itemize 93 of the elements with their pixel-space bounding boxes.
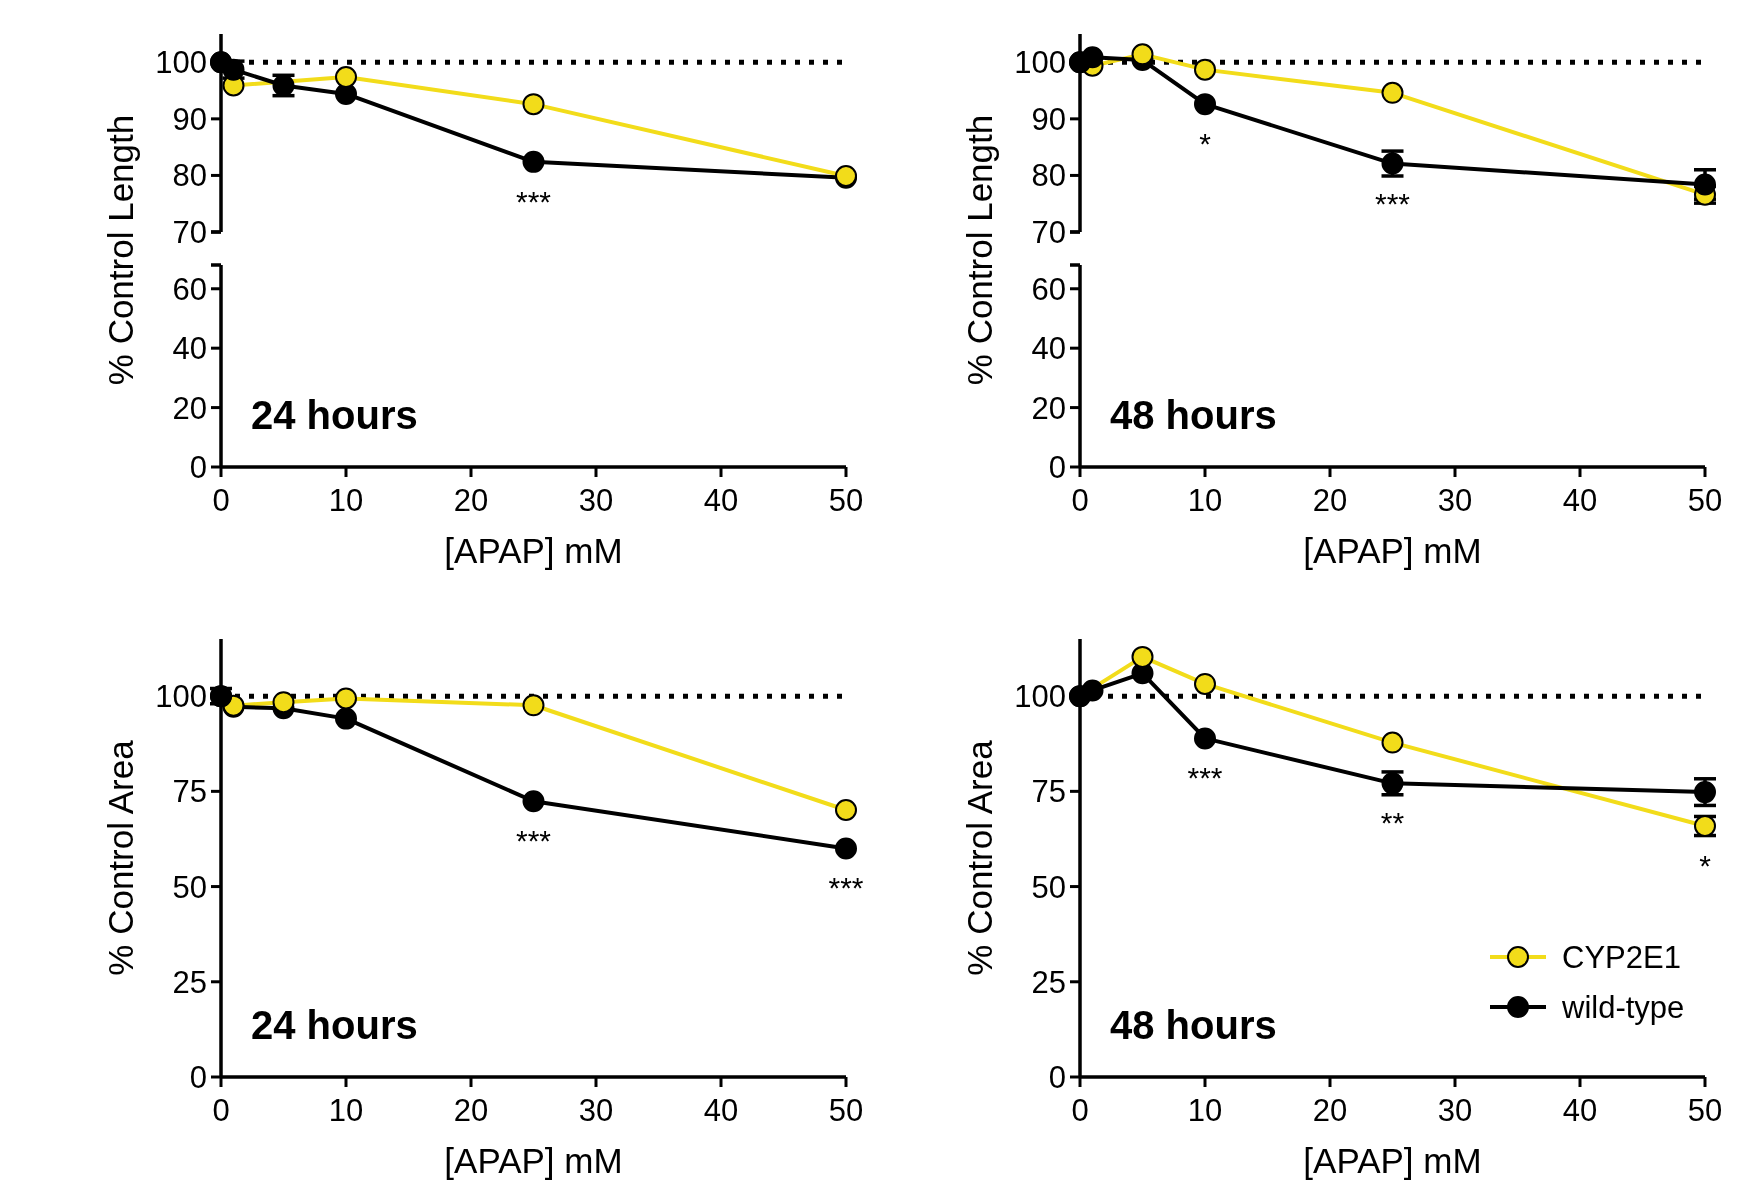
x-tick-label: 20: [1312, 1093, 1348, 1128]
x-tick-label: 40: [703, 483, 739, 518]
y-tick-label: 0: [189, 1060, 207, 1095]
annotation: ***: [515, 824, 552, 858]
point: [335, 65, 357, 88]
point: [522, 694, 545, 717]
x-axis-title: [APAP] mM: [1303, 1141, 1482, 1180]
x-axis-title: [APAP] mM: [444, 531, 623, 570]
x-tick-label: 10: [328, 1093, 364, 1128]
y-tick-label: 20: [172, 390, 207, 426]
y-tick-label: 70: [1031, 215, 1066, 250]
y-tick-label: 60: [1031, 271, 1066, 307]
annotation: **: [1380, 806, 1405, 840]
point: [1081, 46, 1104, 69]
x-tick-label: 10: [1187, 483, 1223, 518]
y-tick-label: 25: [1031, 964, 1066, 1000]
point: [335, 707, 357, 730]
x-tick-label: 40: [703, 1093, 739, 1128]
y-tick-label: 100: [1014, 45, 1066, 81]
x-tick-label: 20: [453, 483, 489, 518]
x-tick-label: 0: [1071, 1093, 1089, 1128]
annotation: *: [1199, 127, 1212, 161]
point: [522, 150, 545, 173]
x-tick-label: 20: [453, 1093, 489, 1128]
x-tick-label: 0: [212, 1093, 230, 1128]
x-tick-label: 50: [828, 483, 864, 518]
x-tick-label: 30: [578, 1093, 614, 1128]
y-tick-label: 50: [1031, 869, 1066, 905]
x-tick-label: 30: [1437, 1093, 1473, 1128]
annotation: ***: [1187, 761, 1223, 795]
x-tick-label: 30: [578, 483, 614, 518]
point: [1194, 672, 1216, 695]
point: [272, 691, 295, 714]
x-tick-label: 20: [1312, 483, 1348, 518]
y-tick-label: 100: [155, 679, 207, 715]
annotation: 24 hours: [251, 393, 418, 437]
point: [1081, 679, 1104, 702]
point: [1131, 645, 1154, 668]
point: [1131, 43, 1154, 66]
y-tick-label: 75: [1031, 774, 1066, 810]
y-tick-label: 90: [172, 101, 207, 137]
annotation: *: [1699, 849, 1712, 883]
legend-label: wild-type: [1561, 990, 1685, 1025]
y-tick-label: 70: [172, 215, 207, 250]
y-tick-label: 40: [1031, 331, 1066, 367]
x-tick-label: 0: [212, 483, 230, 518]
annotation: 48 hours: [1110, 1003, 1277, 1047]
y-tick-label: 90: [1031, 101, 1066, 137]
y-tick-label: 75: [172, 774, 207, 810]
x-tick-label: 10: [328, 483, 364, 518]
x-tick-label: 40: [1562, 483, 1598, 518]
y-axis-title: % Control Area: [960, 739, 999, 976]
point: [835, 799, 857, 822]
y-tick-label: 80: [1031, 158, 1066, 194]
point: [1381, 731, 1404, 754]
x-axis-title: [APAP] mM: [1303, 531, 1482, 570]
y-tick-label: 25: [172, 964, 207, 1000]
point: [522, 790, 545, 813]
point: [1194, 58, 1216, 81]
annotation: ***: [1374, 186, 1411, 220]
annotation: ***: [828, 871, 864, 905]
y-tick-label: 50: [172, 869, 207, 905]
y-tick-label: 0: [189, 450, 207, 485]
point: [1194, 727, 1216, 750]
y-tick-label: 0: [1048, 1060, 1066, 1095]
point: [1694, 173, 1716, 196]
y-tick-label: 80: [172, 158, 207, 194]
x-axis-title: [APAP] mM: [444, 1141, 623, 1180]
y-axis-title: % Control Length: [960, 114, 999, 386]
annotation: 24 hours: [251, 1003, 418, 1047]
x-tick-label: 50: [1687, 1093, 1723, 1128]
x-tick-label: 0: [1071, 483, 1089, 518]
annotation: ***: [515, 184, 552, 218]
annotation: 48 hours: [1110, 393, 1277, 437]
x-tick-label: 50: [1687, 483, 1723, 518]
y-tick-label: 0: [1048, 450, 1066, 485]
y-axis-title: % Control Length: [101, 114, 140, 386]
y-tick-label: 100: [1014, 679, 1066, 715]
x-tick-label: 50: [828, 1093, 864, 1128]
point: [835, 837, 857, 860]
y-tick-label: 20: [1031, 390, 1066, 426]
point: [1194, 93, 1216, 116]
point: [335, 687, 357, 710]
y-tick-label: 60: [172, 271, 207, 307]
x-tick-label: 40: [1562, 1093, 1598, 1128]
point: [1381, 81, 1404, 104]
x-tick-label: 30: [1437, 483, 1473, 518]
y-tick-label: 40: [172, 331, 207, 367]
y-axis-title: % Control Area: [101, 739, 140, 976]
legend-label: CYP2E1: [1562, 940, 1681, 975]
point: [522, 93, 545, 116]
y-tick-label: 100: [155, 45, 207, 81]
x-tick-label: 10: [1187, 1093, 1223, 1128]
